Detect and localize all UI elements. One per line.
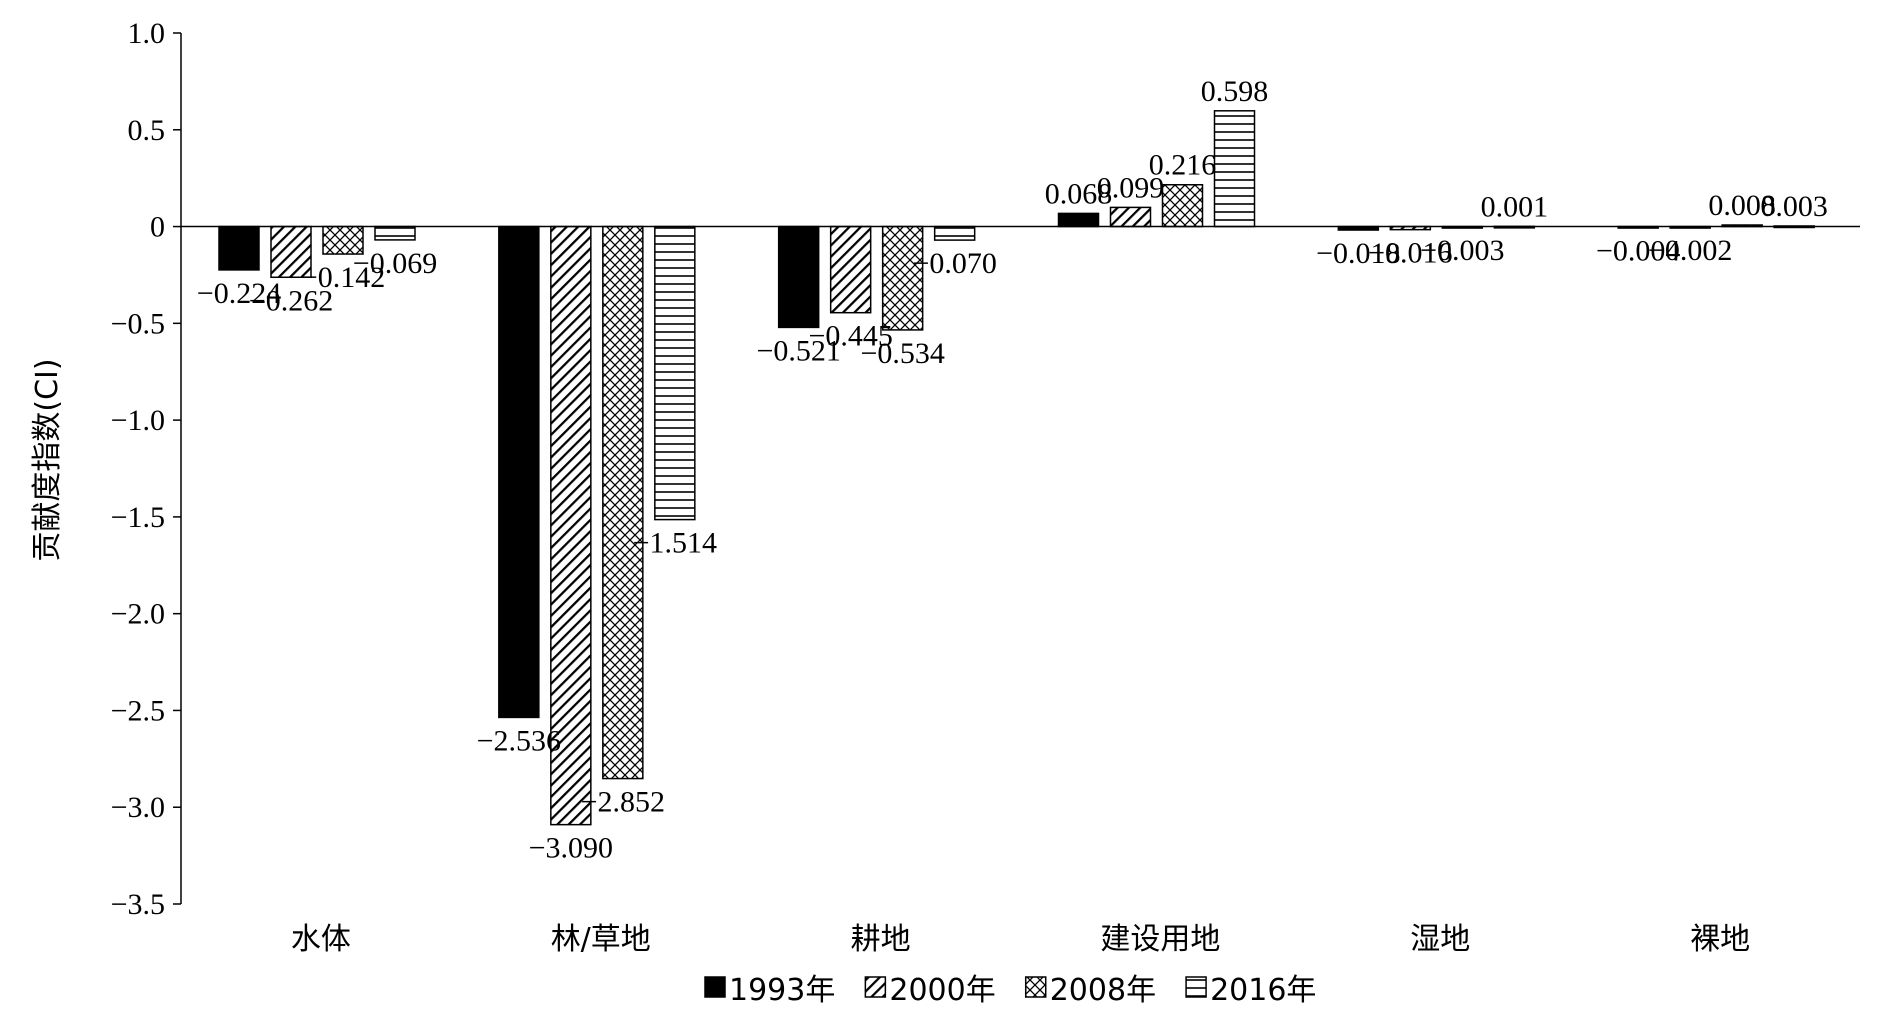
bar-2016年-建设用地 (1213, 110, 1256, 228)
value-labels: −0.224−0.262−0.142−0.069 −2.536 −3.090 −2.8… (197, 75, 1828, 865)
legend-swatch-2016年 (1185, 976, 1207, 998)
y-axis-label: 贡献度指数(CI) (30, 358, 65, 561)
bar-2008年-水体 (322, 225, 364, 255)
x-tick-label: 耕地 (851, 922, 911, 957)
legend-swatch-2008年 (1024, 976, 1047, 998)
y-tick-label: 0.5 (128, 114, 166, 147)
data-label: −0.445 (808, 320, 892, 353)
data-label: −0.016 (1368, 237, 1452, 270)
data-label: −0.262 (249, 284, 333, 317)
data-label: −2.852 (581, 786, 665, 819)
bar-1993年-耕地 (777, 225, 820, 329)
legend-label: 1993年 (729, 973, 835, 1008)
y-tick-label: 1.0 (128, 17, 166, 50)
y-tick-label: −3.0 (111, 791, 165, 824)
y-tick-label: −3.5 (111, 888, 165, 921)
y-tick-label: −1.0 (111, 404, 165, 437)
data-label: 0.598 (1201, 75, 1269, 108)
data-label: −2.536 (477, 724, 561, 757)
bar-2008年-耕地 (881, 225, 924, 331)
data-label: −0.070 (912, 247, 996, 280)
bar-2000年-耕地 (829, 225, 872, 314)
bar-2016年-水体 (374, 225, 416, 241)
y-tick-label: −2.0 (111, 598, 165, 631)
data-label: 0.008 (1708, 189, 1776, 222)
data-label: 0.068 (1045, 177, 1113, 210)
data-label: −0.069 (353, 247, 437, 280)
legend-swatch-2000年 (864, 976, 887, 998)
legend-label: 2008年 (1050, 973, 1156, 1008)
y-tick-label: −1.5 (111, 501, 165, 534)
x-tick-label: 林/草地 (551, 922, 651, 957)
bar-2008年-林/草地 (602, 225, 644, 780)
bar-2016年-林/草地 (654, 225, 696, 521)
data-label: −0.224 (197, 277, 281, 310)
category-labels: 水体 林/草地 耕地 建设用地 湿地 裸地 (291, 922, 1750, 957)
data-label: −0.142 (301, 261, 385, 294)
bar-1993年-水体 (218, 225, 260, 271)
x-tick-label: 湿地 (1410, 922, 1470, 957)
data-label: −0.004 (1596, 234, 1680, 267)
x-tick-label: 裸地 (1690, 922, 1750, 957)
bars (218, 110, 1815, 826)
legend-label: 2016年 (1210, 973, 1316, 1008)
data-label: −0.002 (1648, 234, 1732, 267)
bar-2008年-建设用地 (1161, 183, 1204, 228)
data-label: −0.018 (1316, 237, 1400, 270)
bar-1993年-林/草地 (498, 225, 540, 719)
data-label: 0.003 (1760, 190, 1828, 223)
x-tick-label: 水体 (291, 922, 351, 957)
data-label: −0.534 (860, 337, 944, 370)
bar-2000年-林/草地 (550, 225, 592, 826)
data-label: −3.090 (529, 832, 613, 865)
data-label: 0.001 (1481, 190, 1549, 223)
data-label: 0.216 (1149, 149, 1217, 182)
legend: 1993年 2000年 2008年 2016年 (704, 973, 1316, 1008)
bar-2016年-耕地 (933, 225, 976, 241)
legend-label: 2000年 (889, 973, 995, 1008)
bar-2000年-建设用地 (1109, 206, 1152, 228)
legend-swatch-1993年 (704, 976, 726, 998)
y-tick-label: −2.5 (111, 694, 165, 727)
data-label: 0.099 (1097, 171, 1165, 204)
bar-1993年-建设用地 (1057, 212, 1100, 228)
data-label: −0.003 (1420, 234, 1504, 267)
y-tick-label: −0.5 (111, 307, 165, 340)
data-label: −0.521 (756, 334, 840, 367)
bar-2000年-水体 (270, 225, 312, 279)
y-tick-label: 0 (150, 211, 165, 244)
data-label: −1.514 (633, 527, 717, 560)
y-axis: 1.0 0.5 0 −0.5 −1.0 −1.5 −2.0 −2.5 −3.0 −3.5 (111, 17, 182, 921)
x-tick-label: 建设用地 (1100, 922, 1220, 957)
